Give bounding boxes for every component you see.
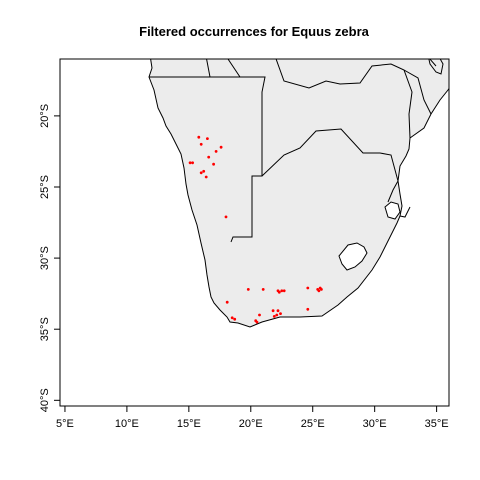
occurrence-point — [280, 289, 284, 293]
eswatini — [384, 201, 401, 220]
x-tick-label: 30°E — [363, 418, 387, 430]
x-tick-label: 5°E — [56, 418, 74, 430]
occurrence-point — [206, 137, 209, 141]
occurrence-point — [214, 150, 218, 153]
occurrence-point — [199, 171, 203, 175]
occurrence-point — [197, 135, 201, 139]
x-tick-label: 10°E — [115, 418, 139, 430]
x-tick-label: 15°E — [177, 418, 201, 430]
occurrence-point — [282, 289, 286, 293]
occurrence-point — [306, 307, 310, 311]
map-title: Filtered occurrences for Equus zebra — [139, 24, 370, 39]
plot-frame — [59, 58, 450, 407]
occurrence-point — [271, 309, 275, 313]
y-tick-label: 30°S — [39, 246, 51, 270]
x-tick-label: 25°E — [301, 418, 325, 430]
occurrence-point — [320, 288, 323, 291]
occurrence-point — [202, 169, 206, 173]
y-tick-label: 20°S — [39, 104, 51, 128]
occurrence-point — [204, 175, 208, 179]
x-axis: 5°E 10°E 15°E 20°E 25°E 30°E 35°E — [56, 406, 449, 430]
occurrence-point — [188, 161, 192, 165]
occurrence-point — [246, 288, 250, 291]
landmass — [148, 59, 449, 328]
occurrence-point — [275, 313, 279, 317]
occurrence-point — [276, 309, 280, 313]
occurrence-point — [219, 145, 223, 149]
country-borders — [149, 59, 437, 243]
occurrence-point — [212, 162, 216, 166]
occurrence-point — [207, 155, 211, 159]
occurrence-point — [224, 215, 228, 219]
basemap — [148, 59, 449, 328]
occurrence-point — [261, 288, 265, 291]
y-axis: 20°S 25°S 30°S 35°S 40°S — [39, 104, 60, 412]
y-tick-label: 35°S — [39, 317, 51, 341]
occurrence-point — [191, 161, 195, 165]
occurrence-point — [233, 317, 237, 321]
x-tick-label: 35°E — [425, 418, 449, 430]
occurrence-point — [225, 300, 229, 304]
occurrence-point — [272, 315, 276, 318]
occurrence-point — [306, 286, 310, 290]
occurrence-point — [230, 316, 234, 320]
occurrence-point — [255, 320, 259, 324]
occurrence-points — [188, 135, 323, 324]
y-tick-label: 25°S — [39, 175, 51, 199]
lesotho — [338, 242, 368, 271]
occurrence-point — [279, 312, 282, 315]
occurrence-point — [258, 313, 261, 317]
madagascar — [428, 59, 444, 75]
occurrence-point — [317, 289, 321, 293]
occurrence-point — [199, 142, 203, 146]
occurrence-point — [277, 290, 281, 294]
y-tick-label: 40°S — [39, 388, 51, 412]
x-tick-label: 20°E — [239, 418, 263, 430]
